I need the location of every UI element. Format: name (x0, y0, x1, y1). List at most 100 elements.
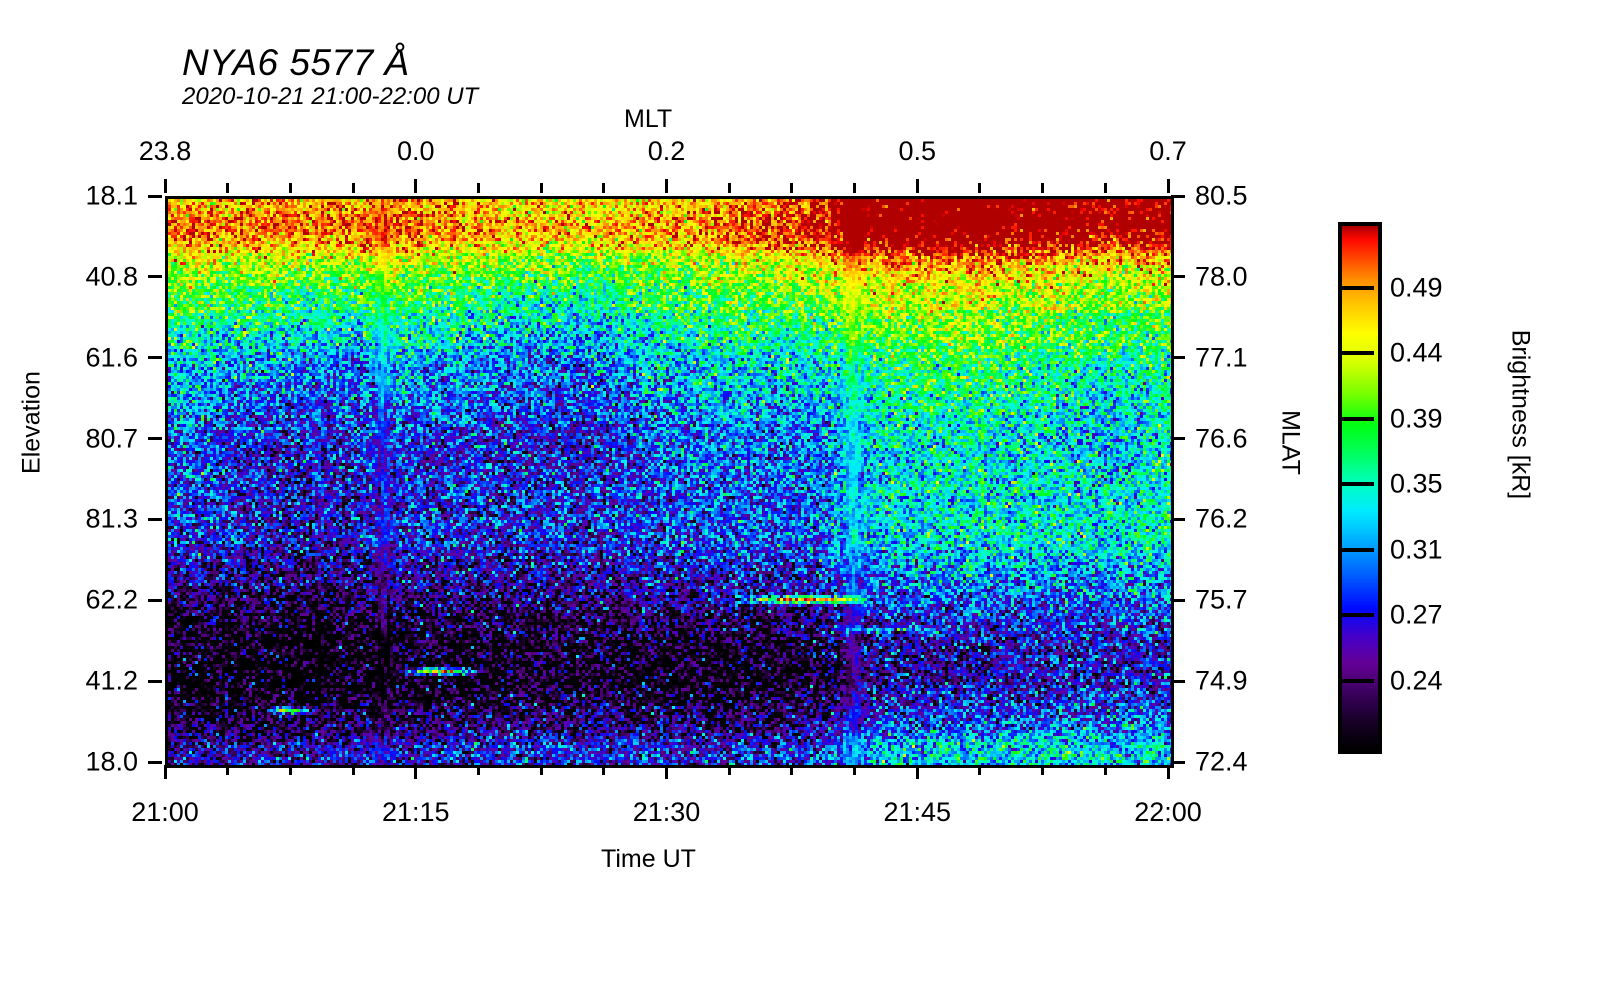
x-minor-tick (790, 765, 794, 775)
y-major-tick (148, 275, 162, 279)
y2-tick-label: 80.5 (1195, 180, 1248, 211)
colorbar-tick-label: 0.44 (1390, 337, 1443, 368)
colorbar-divider (1338, 678, 1374, 683)
colorbar-divider (1338, 482, 1374, 486)
y2-tick-label: 77.1 (1195, 342, 1248, 373)
plot-frame (165, 196, 1174, 768)
colorbar-divider (1338, 285, 1374, 290)
x-major-tick (1166, 765, 1170, 779)
colorbar-divider (1338, 351, 1374, 355)
x-minor-tick (288, 765, 292, 775)
x-minor-tick (476, 765, 480, 775)
y2-tick-label: 75.7 (1195, 584, 1248, 615)
x2-minor-tick (790, 183, 794, 193)
x2-major-tick (414, 179, 418, 193)
left-axis-title: Elevation (17, 371, 46, 474)
x-minor-tick (1103, 765, 1107, 775)
x-tick-label: 21:00 (131, 797, 199, 827)
x-major-tick (163, 765, 167, 779)
colorbar-tick-label: 0.31 (1390, 534, 1443, 564)
x2-tick-label: 23.8 (138, 136, 192, 166)
colorbar (1338, 222, 1382, 754)
x2-minor-tick (978, 183, 982, 193)
y2-major-tick (1171, 679, 1185, 683)
bottom-axis-title: Time UT (601, 845, 696, 873)
x-major-tick (665, 765, 668, 779)
x2-minor-tick (476, 183, 480, 193)
colorbar-gradient (1342, 226, 1378, 750)
right-axis-title: MLAT (1276, 410, 1305, 475)
y2-tick-label: 72.4 (1195, 746, 1248, 777)
x2-tick-label: 0.7 (1149, 136, 1187, 166)
y-major-tick (148, 517, 162, 521)
y-major-tick (148, 679, 162, 683)
x2-major-tick (665, 179, 668, 193)
x-tick-label: 21:30 (632, 797, 701, 827)
y2-tick-label: 78.0 (1195, 261, 1248, 292)
page-subtitle: 2020-10-21 21:00-22:00 UT (182, 83, 479, 110)
x2-tick-label: 0.2 (647, 136, 686, 166)
x2-minor-tick (727, 183, 731, 193)
y-major-tick (148, 760, 162, 764)
y-tick-label: 80.7 (85, 423, 138, 454)
colorbar-tick-label: 0.49 (1390, 272, 1443, 302)
title-block: NYA6 5577 Å 2020-10-21 21:00-22:00 UT (182, 44, 478, 109)
x2-tick-label: 0.5 (898, 136, 937, 166)
x-major-tick (915, 765, 919, 779)
y-tick-label: 18.0 (85, 746, 138, 777)
y-tick-label: 62.2 (85, 584, 138, 615)
x-minor-tick (727, 765, 731, 775)
y2-tick-label: 76.2 (1195, 503, 1248, 534)
y-major-tick (148, 194, 162, 198)
y2-major-tick (1171, 760, 1185, 764)
x-tick-label: 21:15 (381, 797, 450, 827)
x-tick-label: 21:45 (883, 797, 952, 827)
y2-tick-label: 76.6 (1195, 423, 1248, 454)
y2-tick-label: 74.9 (1195, 665, 1248, 696)
colorbar-tick-label: 0.39 (1390, 403, 1443, 433)
y2-major-tick (1171, 275, 1185, 279)
y2-major-tick (1171, 517, 1185, 521)
y-major-tick (148, 598, 162, 602)
page-title: NYA6 5577 Å (182, 42, 410, 83)
x2-minor-tick (288, 183, 292, 193)
y2-major-tick (1171, 194, 1185, 198)
x2-minor-tick (226, 183, 230, 193)
colorbar-tick-label: 0.24 (1390, 665, 1443, 695)
y-tick-label: 40.8 (85, 261, 138, 292)
x2-minor-tick (1103, 183, 1107, 193)
x-minor-tick (226, 765, 230, 775)
y-tick-label: 61.6 (85, 342, 138, 373)
colorbar-divider (1338, 613, 1374, 617)
colorbar-tick-label: 0.27 (1390, 599, 1443, 630)
x2-minor-tick (1041, 183, 1045, 193)
x-minor-tick (351, 765, 355, 775)
x-minor-tick (978, 765, 982, 775)
colorbar-divider (1338, 547, 1374, 552)
colorbar-divider (1338, 416, 1374, 421)
y2-major-tick (1171, 598, 1185, 602)
x2-major-tick (915, 179, 919, 193)
x2-tick-label: 0.0 (396, 136, 435, 166)
x-minor-tick (539, 765, 543, 775)
x2-minor-tick (539, 183, 543, 193)
y2-major-tick (1171, 437, 1185, 441)
y-tick-label: 41.2 (85, 665, 138, 696)
y-tick-label: 18.1 (85, 180, 138, 211)
keogram-image (168, 199, 1171, 765)
colorbar-tick-label: 0.35 (1390, 468, 1443, 499)
y2-major-tick (1171, 356, 1185, 360)
top-axis-title: MLT (624, 105, 673, 133)
x2-minor-tick (853, 183, 857, 193)
x2-major-tick (1166, 179, 1170, 193)
x2-minor-tick (602, 183, 606, 193)
x-minor-tick (853, 765, 857, 775)
y-major-tick (148, 437, 162, 441)
x-tick-label: 22:00 (1134, 797, 1202, 827)
y-tick-label: 81.3 (85, 503, 138, 534)
colorbar-title: Brightness [kR] (1506, 329, 1535, 500)
x2-minor-tick (351, 183, 355, 193)
x-minor-tick (602, 765, 606, 775)
x-minor-tick (1041, 765, 1045, 775)
